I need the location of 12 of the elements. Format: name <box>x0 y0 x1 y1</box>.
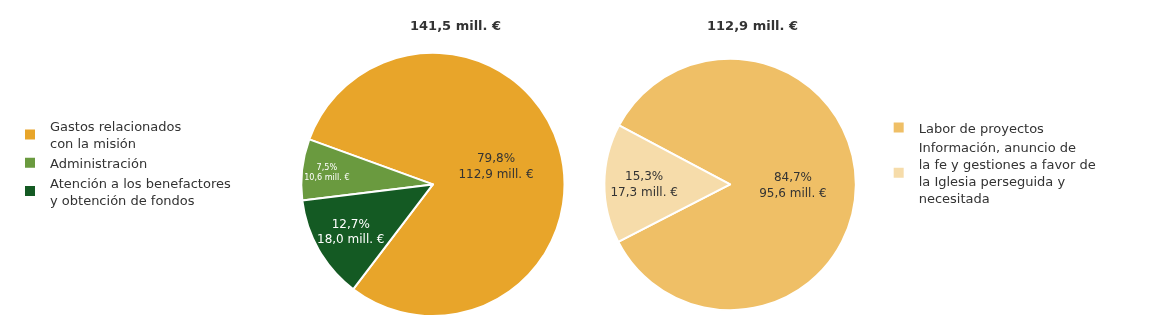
chart-title: 112,9 mill. € <box>707 18 799 33</box>
data-label: 12,7% 18,0 mill. € <box>317 216 385 247</box>
data-label: 84,7% 95,6 mill. € <box>759 170 827 200</box>
data-label: 7,5% 10,6 mill. € <box>304 161 350 183</box>
legend-label: Administración <box>50 155 148 171</box>
legend-label: Información, anuncio de la fe y gestiones a favor de la Iglesia perseguida y necesitada <box>918 140 1096 207</box>
data-label: 79,8% 112,9 mill. € <box>458 151 534 181</box>
legend-label: Gastos relacionados con la misión <box>50 119 182 151</box>
legend-label: Labor de proyectos <box>918 120 1045 136</box>
chart-title: 141,5 mill. € <box>410 18 502 33</box>
data-label: 15,3% 17,3 mill. € <box>610 168 678 199</box>
legend-label: Atención a los benefactores y obtención de fondos <box>50 175 231 208</box>
